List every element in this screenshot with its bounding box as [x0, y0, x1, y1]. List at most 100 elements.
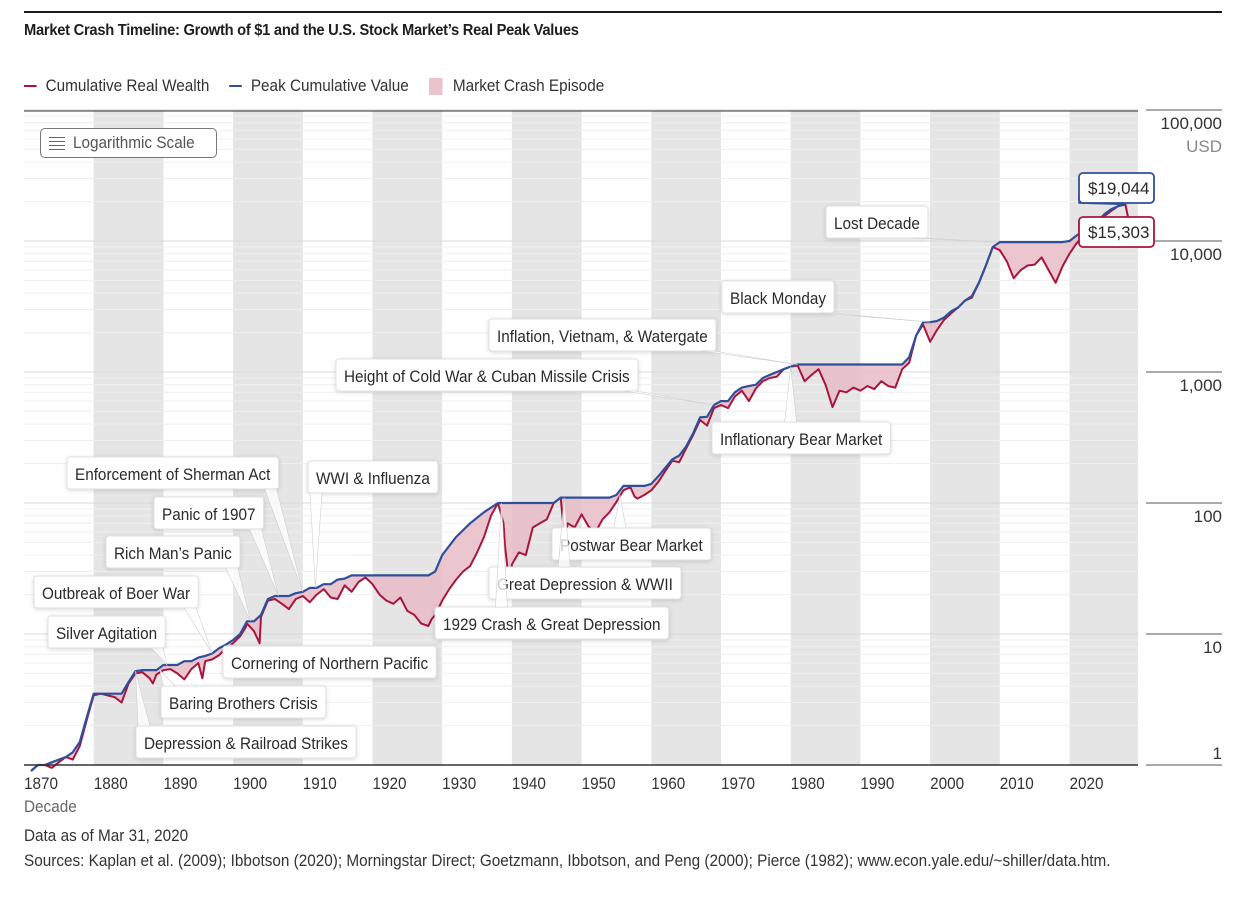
y-tick-label: 100,000 — [1161, 114, 1222, 133]
annotation-box — [66, 456, 280, 490]
annotation-leader — [224, 644, 238, 647]
annotation-box — [434, 606, 670, 640]
annotation-leader — [495, 502, 508, 608]
annotation-box — [488, 318, 717, 352]
annotation-label: Enforcement of Sherman Act — [75, 465, 271, 484]
annotation-callout: Rich Man’s Panic — [105, 535, 251, 622]
annotation-leader — [309, 492, 323, 588]
annotation-leader — [557, 497, 571, 568]
x-tick-label: 1900 — [233, 774, 267, 793]
annotation-callout: Depression & Railroad Strikes — [135, 671, 357, 759]
annotation-box — [135, 725, 357, 759]
x-tick-label: 2010 — [1000, 774, 1034, 793]
annotation-box — [721, 280, 835, 314]
x-tick-label: 1950 — [582, 774, 616, 793]
annotation-label: Outbreak of Boer War — [42, 584, 191, 603]
annotation-label: Cornering of Northern Pacific — [231, 654, 428, 673]
annotation-leader — [913, 237, 997, 243]
x-tick-label: 1920 — [373, 774, 407, 793]
annotation-label: WWI & Influenza — [316, 469, 430, 488]
x-tick-label: 2000 — [930, 774, 964, 793]
annotation-leader — [613, 494, 627, 529]
annotation-callout: Silver Agitation — [47, 615, 168, 667]
annotation-callout: Outbreak of Boer War — [33, 575, 213, 654]
legend: Cumulative Real Wealth Peak Cumulative V… — [24, 76, 624, 96]
list-lines-icon — [49, 134, 65, 153]
annotation-box — [222, 645, 437, 679]
annotation-label: Height of Cold War & Cuban Missile Crisi… — [344, 367, 630, 386]
y-tick-label: 10,000 — [1170, 245, 1222, 264]
annotation-leader — [183, 607, 213, 654]
decade-band — [651, 111, 721, 765]
annotation-leader — [701, 350, 798, 365]
annotation-box — [825, 205, 929, 239]
annotation-callout: Lost Decade — [825, 205, 997, 243]
annotation-callout: 1929 Crash & Great Depression — [434, 502, 670, 640]
annotation-box — [47, 615, 166, 649]
x-tick-label: 1890 — [163, 774, 197, 793]
annotation-label: Inflation, Vietnam, & Watergate — [497, 327, 708, 346]
annotation-box — [711, 421, 891, 455]
y-tick-label: 10 — [1203, 638, 1222, 657]
y-tick-label: 100 — [1194, 507, 1222, 526]
x-tick-label: 1910 — [303, 774, 337, 793]
legend-swatch-peak — [229, 85, 242, 87]
x-axis-title: Decade — [24, 797, 77, 816]
annotation-label: Black Monday — [730, 289, 827, 308]
annotation-box — [153, 496, 265, 530]
annotation-label: Lost Decade — [834, 214, 920, 233]
legend-item-wealth: Cumulative Real Wealth — [24, 76, 209, 96]
axes: 1 10 100 1,000 10,000 100,000 USD 1870 1880 1890 1… — [24, 109, 1222, 793]
annotation-callout: Great Depression & WWII — [488, 497, 682, 600]
legend-item-peak: Peak Cumulative Value — [229, 76, 409, 96]
legend-label-crash: Market Crash Episode — [452, 76, 605, 95]
legend-swatch-crash — [428, 77, 443, 95]
annotation-label: Great Depression & WWII — [497, 575, 673, 594]
annotation-label: Rich Man’s Panic — [114, 544, 232, 563]
end-label-box — [1078, 216, 1155, 248]
annotation-leader — [784, 366, 798, 423]
legend-item-crash: Market Crash Episode — [428, 76, 605, 96]
annotation-callout: Black Monday — [721, 280, 931, 323]
decade-band — [93, 111, 164, 765]
x-tick-label: 1880 — [94, 774, 128, 793]
annotation-callout: Panic of 1907 — [153, 496, 279, 597]
logarithmic-scale-label: Logarithmic Scale — [73, 133, 195, 152]
annotation-box — [488, 566, 682, 600]
annotation-label: Depression & Railroad Strikes — [144, 734, 348, 753]
annotation-label: 1929 Crash & Great Depression — [443, 615, 661, 634]
decade-band — [930, 111, 1000, 765]
x-tick-label: 1940 — [512, 774, 546, 793]
end-label-box — [1078, 172, 1155, 204]
annotation-box — [307, 460, 439, 494]
annotation-box — [335, 358, 639, 392]
legend-label-wealth: Cumulative Real Wealth — [45, 76, 210, 95]
x-tick-label: 1990 — [860, 774, 894, 793]
top-rule — [24, 11, 1222, 13]
data-as-of: Data as of Mar 31, 2020 — [24, 826, 189, 845]
annotation-label: Panic of 1907 — [162, 505, 255, 524]
annotation-callout: Baring Brothers Crisis — [159, 669, 327, 719]
annotation-leader — [150, 647, 168, 667]
annotation-leader — [249, 528, 279, 597]
crash-episode-area — [30, 204, 1129, 771]
annotation-label: Postwar Bear Market — [560, 536, 703, 555]
annotation-label: Inflationary Bear Market — [720, 430, 883, 449]
x-tick-label: 1970 — [721, 774, 755, 793]
x-tick-label: 1930 — [442, 774, 476, 793]
annotations: Lost Decade Black Monday Inflation, Vietna… — [33, 205, 997, 759]
annotation-leader — [264, 488, 304, 592]
end-label-text: $19,044 — [1088, 179, 1149, 198]
annotation-callout: Postwar Bear Market — [551, 494, 712, 561]
wealth-end-label: $15,303 — [1078, 216, 1155, 248]
legend-label-peak: Peak Cumulative Value — [250, 76, 409, 95]
logarithmic-scale-badge[interactable]: Logarithmic Scale — [40, 128, 218, 158]
annotation-leader — [225, 567, 251, 622]
annotation-callout: WWI & Influenza — [307, 460, 439, 588]
x-tick-label: 1870 — [24, 774, 58, 793]
annotation-box — [551, 527, 712, 561]
decade-band — [511, 111, 582, 765]
end-labels: $19,044 $15,303 — [1078, 172, 1155, 248]
annotation-callout: Inflation, Vietnam, & Watergate — [488, 318, 798, 365]
